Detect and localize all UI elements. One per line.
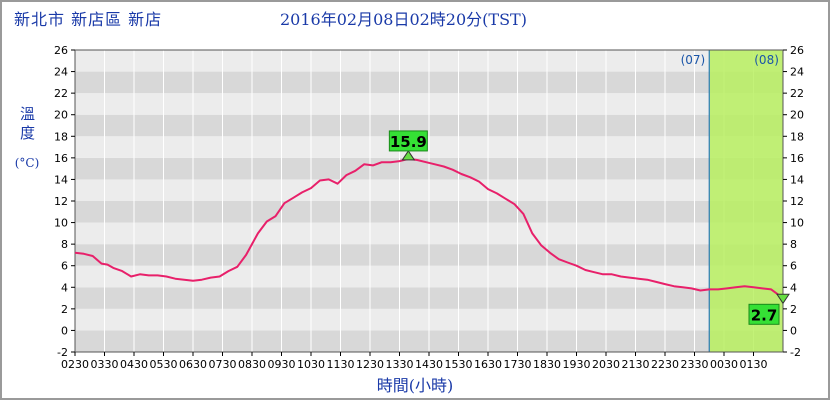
y-tick-label-left: 0	[61, 324, 68, 337]
x-tick-label: 2230	[651, 358, 679, 371]
min-label: 2.7	[751, 306, 778, 324]
max-marker	[401, 150, 416, 161]
x-tick-label: 1330	[386, 358, 414, 371]
x-tick-label: 1030	[297, 358, 325, 371]
y-tick-label-left: 12	[54, 195, 68, 208]
x-tick-label: 1930	[563, 358, 591, 371]
x-tick-label: 0030	[710, 358, 738, 371]
y-axis-title: 溫度 (°C)	[12, 106, 42, 174]
x-tick-label: 0130	[740, 358, 768, 371]
y-tick-label-right: 18	[790, 130, 804, 143]
min-label-box	[748, 303, 780, 325]
y-tick-label-right: 26	[790, 44, 804, 57]
y-tick-label-left: 18	[54, 130, 68, 143]
y-tick-label-right: 14	[790, 173, 804, 186]
x-tick-label: 2130	[622, 358, 650, 371]
max-label-box	[388, 130, 428, 152]
y-tick-label-right: 20	[790, 109, 804, 122]
x-tick-label: 2030	[592, 358, 620, 371]
y-tick-label-left: 16	[54, 152, 68, 165]
x-tick-label: 1730	[504, 358, 532, 371]
y-tick-label-right: 2	[790, 303, 797, 316]
y-axis-title-text: 溫度	[18, 106, 36, 144]
x-tick-label: 0530	[150, 358, 178, 371]
day-marker-label: (08)	[754, 53, 779, 67]
y-tick-label-left: 24	[54, 66, 68, 79]
y-tick-label-right: 12	[790, 195, 804, 208]
y-tick-label-left: 4	[61, 281, 68, 294]
x-tick-label: 0230	[61, 358, 89, 371]
x-tick-label: 0830	[238, 358, 266, 371]
y-tick-label-left: 26	[54, 44, 68, 57]
location-title: 新北市 新店區 新店	[14, 10, 163, 29]
min-marker	[776, 293, 790, 305]
x-tick-label: 0730	[209, 358, 237, 371]
y-axis-unit: (°C)	[14, 156, 40, 170]
timestamp-title: 2016年02月08日02時20分(TST)	[280, 10, 527, 29]
x-tick-label: 0330	[91, 358, 119, 371]
day-marker-label: (07)	[681, 53, 706, 67]
y-tick-label-right: 10	[790, 217, 804, 230]
y-tick-label-right: 4	[790, 281, 797, 294]
y-tick-label-left: 6	[61, 260, 68, 273]
y-tick-label-right: 24	[790, 66, 804, 79]
header-row: 新北市 新店區 新店 2016年02月08日02時20分(TST)	[14, 6, 527, 29]
y-tick-label-left: 8	[61, 238, 68, 251]
y-tick-label-right: 6	[790, 260, 797, 273]
x-tick-label: 0430	[120, 358, 148, 371]
x-tick-label: 1830	[533, 358, 561, 371]
temperature-series-line	[74, 157, 784, 302]
x-tick-label: 1530	[445, 358, 473, 371]
x-tick-label: 2330	[681, 358, 709, 371]
y-tick-label-left: 2	[61, 303, 68, 316]
y-tick-label-right: 16	[790, 152, 804, 165]
y-tick-label-left: 22	[54, 87, 68, 100]
y-tick-label-left: -2	[57, 346, 68, 359]
x-tick-label: 0630	[179, 358, 207, 371]
x-tick-label: 0930	[268, 358, 296, 371]
x-tick-label: 1630	[474, 358, 502, 371]
x-axis-title: 時間(小時)	[376, 376, 454, 395]
x-tick-label: 1430	[415, 358, 443, 371]
y-tick-label-right: 8	[790, 238, 797, 251]
y-tick-label-right: 0	[790, 324, 797, 337]
y-tick-label-left: 14	[54, 173, 68, 186]
y-tick-label-right: -2	[790, 346, 801, 359]
y-tick-label-left: 20	[54, 109, 68, 122]
max-label: 15.9	[390, 133, 427, 151]
y-tick-label-right: 22	[790, 87, 804, 100]
x-tick-label: 1230	[356, 358, 384, 371]
y-tick-label-left: 10	[54, 217, 68, 230]
x-tick-label: 1130	[327, 358, 355, 371]
highlight-range	[709, 50, 783, 352]
